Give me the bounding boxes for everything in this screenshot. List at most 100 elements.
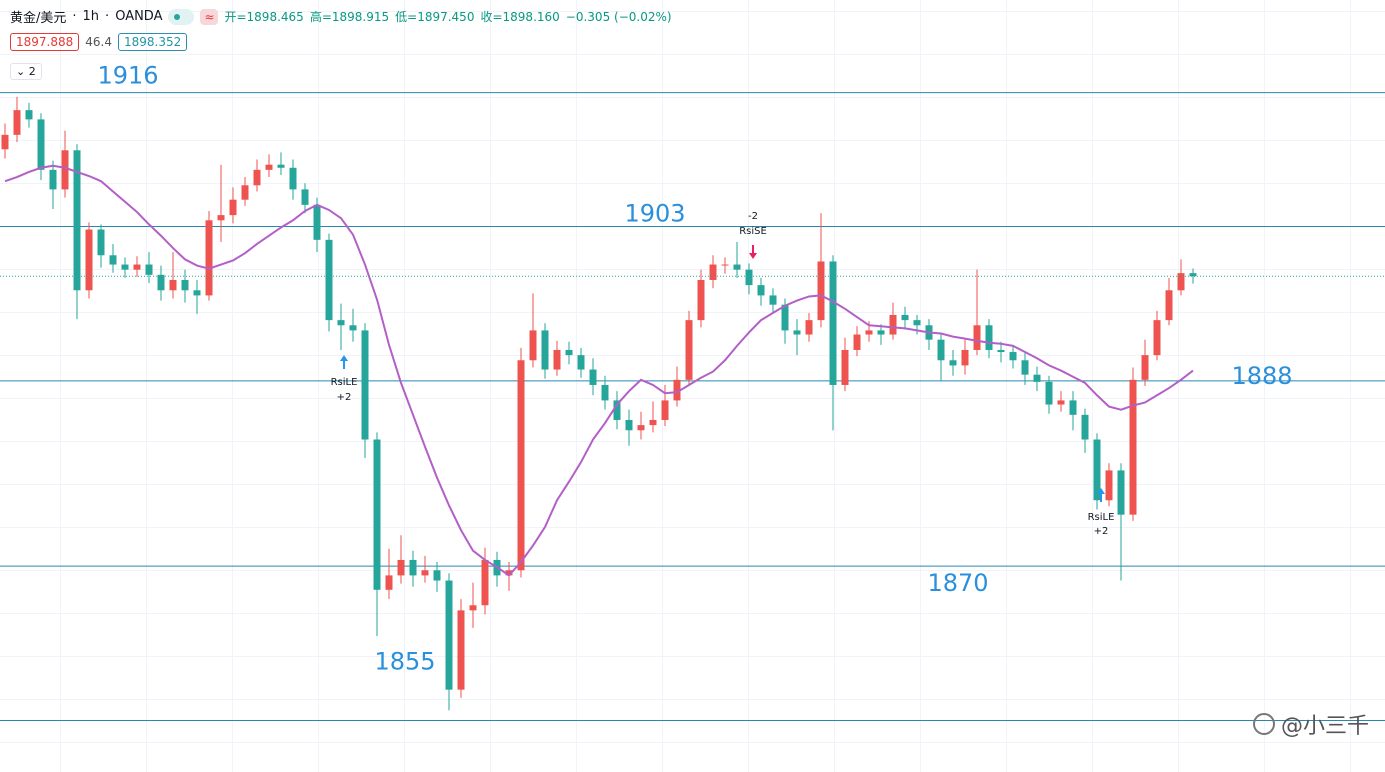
source: OANDA [115,9,163,24]
candle-body [685,320,693,380]
candle-body [1057,400,1065,405]
candle-body [13,110,21,135]
status-icon[interactable] [168,8,195,25]
candle-body [553,349,561,370]
signal-qty: -2 [748,211,758,222]
moving-average [4,164,1194,577]
candle-body [205,220,213,296]
candle-body [733,264,741,270]
candle-body [793,330,801,335]
candle-body [193,290,201,296]
candle-body [805,320,813,335]
candle-body [649,419,657,426]
ask[interactable]: 1898.352 [117,33,188,51]
candle-body [721,264,729,266]
indicator-toggle[interactable]: ⌄ 2 [10,63,42,80]
candle-body [661,400,669,420]
candle-body [385,575,393,590]
candle-body [817,261,825,321]
sep: · [105,9,110,24]
candle-body [901,314,909,321]
candle-body [589,369,597,385]
signal-label: RsiLE [331,377,358,388]
candle-body [1165,290,1173,321]
candle-body [565,349,573,356]
signal-qty: +2 [1094,526,1109,537]
candle-body [109,255,117,265]
candle-body [985,325,993,350]
signal-arrow [749,245,757,259]
candle-body [97,229,105,256]
candle-body [253,169,261,186]
signal-qty: +2 [337,392,352,403]
candle-body [781,304,789,331]
candle-body [469,605,477,611]
symbol[interactable]: 黄金/美元 [10,11,67,26]
bid[interactable]: 1897.888 [10,33,80,51]
ohlc-open: 开=1898.465 [224,10,304,24]
candle-body [577,355,585,370]
candle-body [757,285,765,296]
level-label: 1916 [97,62,158,90]
candle-body [1081,414,1089,440]
candle-body [313,204,321,240]
candle-body [1189,273,1197,277]
ohlc-close: 收=1898.160 [480,10,560,24]
candle-body [409,559,417,576]
candle-body [637,425,645,431]
candle-body [889,314,897,335]
candle-body [769,295,777,305]
candle-body [481,559,489,606]
candle-body [133,264,141,270]
candle-body [913,320,921,326]
interval[interactable]: 1h [82,9,100,24]
candle-body [1069,400,1077,415]
candle-body [49,169,57,190]
quote: 1897.888 46.4 1898.352 [10,33,188,51]
spread: 46.4 [85,35,112,49]
ohlc-change: −0.305 (−0.02%) [565,9,672,24]
candle-body [241,185,249,200]
candle-body [1105,470,1113,501]
level-label: 1888 [1231,362,1292,390]
candle-body [121,264,129,270]
candle-body [937,339,945,361]
signal-arrow [1097,488,1105,502]
candle-body [85,229,93,291]
candle-body [421,570,429,576]
candle-body [997,349,1005,353]
signal-label: RsiLE [1088,512,1115,523]
candle-body [1093,439,1101,501]
candle-body [361,330,369,440]
candle-body [157,274,165,291]
watermark: @小三千 [1252,708,1369,740]
level-label: 1855 [374,648,435,676]
candle-body [1177,273,1185,291]
candle-body [505,570,513,576]
ohlc-low: 低=1897.450 [395,10,475,24]
compare-icon[interactable]: ≈ [200,8,219,25]
candle-body [25,110,33,120]
candle-body [325,239,333,321]
candle-body [529,330,537,361]
candle-body [37,119,45,170]
candle-body [181,279,189,291]
candle-body [1009,352,1017,361]
candle-body [517,360,525,571]
candle-body [673,379,681,401]
candle-body [1033,374,1041,382]
candle-body [865,330,873,335]
candle-body [541,330,549,370]
watermark-text: @小三千 [1280,714,1369,739]
level-label: 1870 [927,569,988,597]
indicator-count: 2 [28,65,36,78]
candle-body [397,559,405,576]
candle-body [877,330,885,335]
signal-label: RsiSE [739,226,767,237]
logo [1252,713,1275,735]
candle-body [229,199,237,216]
ohlc-high: 高=1898.915 [309,10,390,24]
candle-body [601,384,609,401]
candle-body [337,320,345,326]
